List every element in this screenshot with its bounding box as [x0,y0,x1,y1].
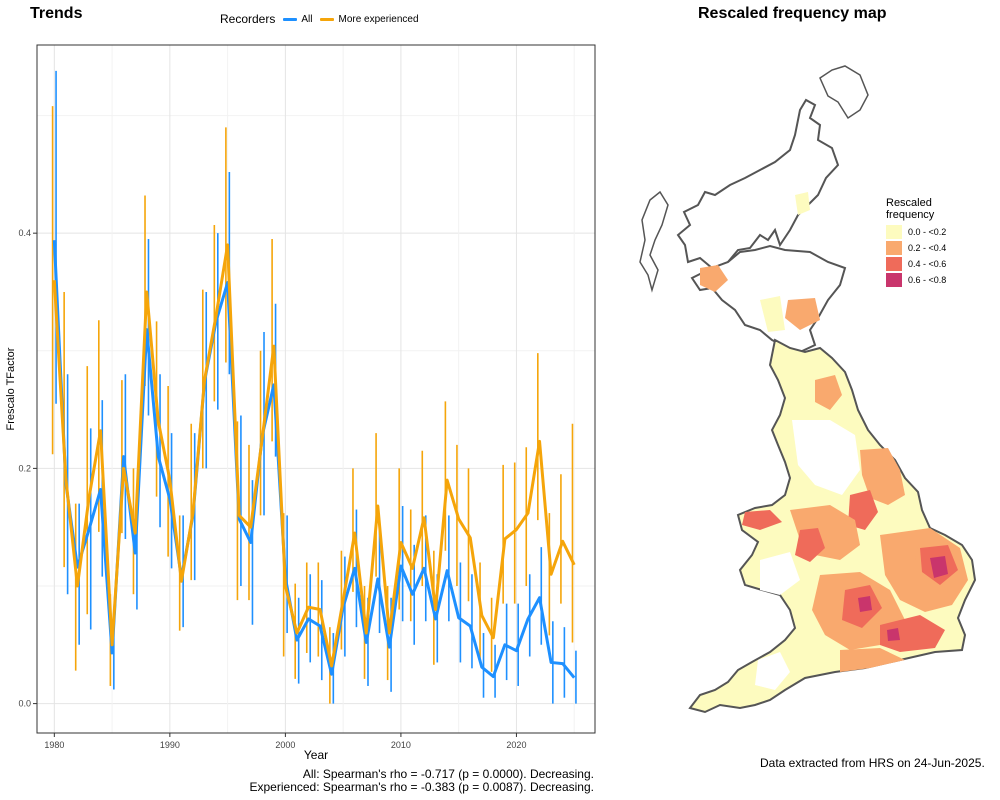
northern-isles [819,65,869,120]
footer-note: Data extracted from HRS on 24-Jun-2025. [760,756,985,770]
map-patch-7 [742,510,782,530]
legend-swatch-all [283,17,298,21]
map-legend: Rescaled frequency 0.0 - <0.2 0.2 - <0.4… [886,197,946,288]
y-tick-label: 0.2 [18,463,31,473]
map-legend-swatch-1 [886,241,902,255]
map-legend-label-0: 0.0 - <0.2 [908,227,947,237]
legend-title: Recorders [220,12,276,26]
map-patch-19 [795,192,810,215]
map-patch-1 [815,375,842,410]
map-legend-label-1: 0.2 - <0.4 [908,243,947,253]
plot-frame [36,44,596,734]
y-tick-label: 0.0 [18,699,31,709]
map-legend-row-1: 0.2 - <0.4 [886,240,946,256]
axis-ticks: 0.0 0.2 0.4 1980 1990 2000 2010 2020 [18,228,526,750]
x-tick-label: 2000 [275,740,295,750]
map-patch-15 [887,628,900,641]
legend-item-all: All [283,14,312,25]
trend-chart: 0.0 0.2 0.4 1980 1990 2000 2010 2020 Year Fresc… [5,44,596,762]
stats-text: All: Spearman's rho = -0.717 (p = 0.0000… [250,768,595,794]
map-legend-title-line2: frequency [886,209,935,221]
map-blank-southwest [755,652,790,690]
map-legend-row-2: 0.4 - <0.6 [886,256,946,272]
western-isles [639,190,669,293]
map-legend-row-3: 0.6 - <0.8 [886,272,946,288]
map-patch-10 [930,556,948,578]
stats-all: All: Spearman's rho = -0.717 (p = 0.0000… [302,767,594,781]
map-patch-14 [880,615,945,652]
map-patch-17 [840,648,905,672]
x-tick-label: 1990 [160,740,180,750]
legend-label-all: All [301,13,313,25]
stats-experienced: Experienced: Spearman's rho = -0.383 (p … [249,780,595,794]
map-patch-18 [700,265,728,292]
map-patch-3 [860,448,905,505]
map-patch-6 [795,528,825,562]
map-title: Rescaled frequency map [698,5,887,22]
map-legend-swatch-3 [886,273,902,287]
legend-swatch-experienced [320,17,335,21]
map-patch-2 [785,298,820,330]
legend-label-experienced: More experienced [338,13,419,25]
legend-item-experienced: More experienced [320,13,419,25]
y-tick-label: 0.4 [18,228,31,238]
chart-grid [37,45,595,733]
x-tick-label: 1980 [44,740,64,750]
series-line-experienced [52,243,576,668]
map-legend-row-0: 0.0 - <0.2 [886,224,946,240]
map-legend-label-2: 0.4 - <0.6 [908,259,947,269]
map-legend-swatch-2 [886,257,902,271]
x-tick-label: 2010 [391,740,411,750]
map-legend-items: 0.0 - <0.2 0.2 - <0.4 0.4 - <0.6 0.6 - <… [886,224,946,288]
map-blank-wales [760,552,800,595]
map-blank-north [792,420,860,495]
map-patch-16 [900,538,920,560]
chart-legend: Recorders All More experienced [220,12,419,26]
map-legend-label-3: 0.6 - <0.8 [908,275,947,285]
scotland-north [676,98,840,270]
x-axis-label: Year [304,748,328,762]
map-patch-4 [848,490,878,530]
map-legend-title-line1: Rescaled [886,197,932,209]
y-axis-label: Frescalo TFactor [5,347,17,430]
series-lines [52,240,576,679]
map-patch-20 [760,296,785,332]
frequency-map [639,65,977,714]
map-patch-13 [858,596,872,612]
x-tick-label: 2020 [506,740,526,750]
left-title: Trends [30,5,83,22]
map-legend-swatch-0 [886,225,902,239]
map-legend-title: Rescaled frequency [886,197,946,221]
